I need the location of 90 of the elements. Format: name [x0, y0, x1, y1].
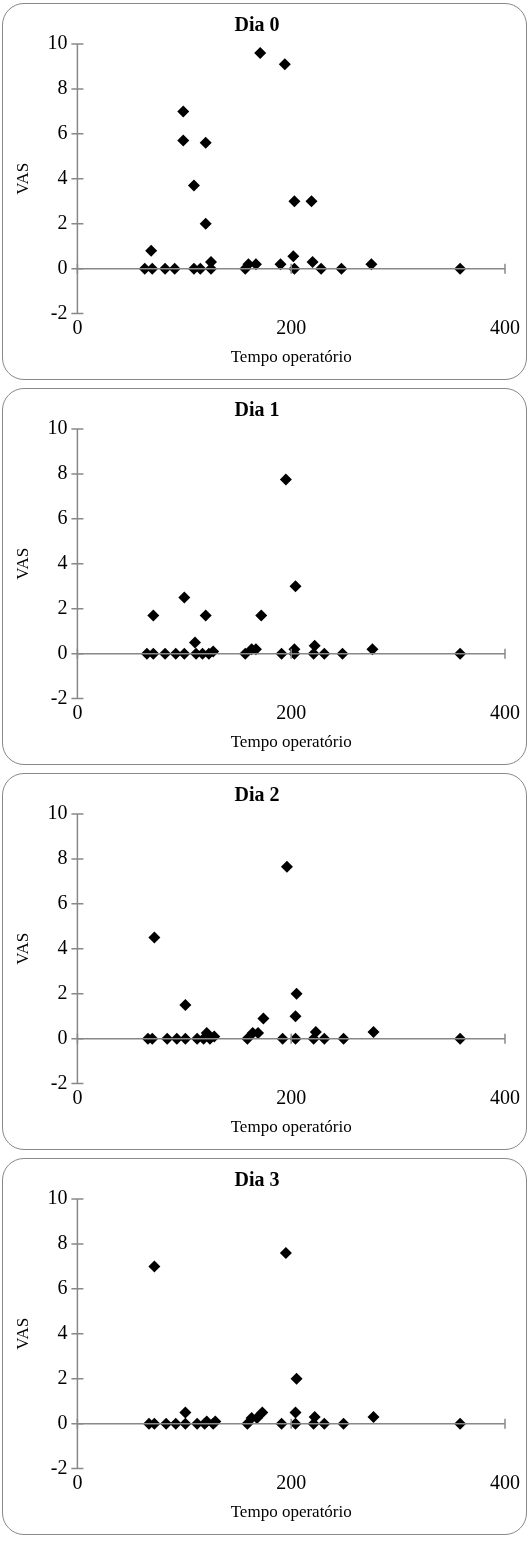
point	[305, 195, 318, 208]
y-tick-label: -2	[50, 1455, 68, 1478]
y-tick-label: 10	[47, 1186, 68, 1209]
x-axis-title: Tempo operatório	[230, 1502, 352, 1522]
x-tick-label: 200	[276, 700, 307, 723]
y-tick-label: 6	[57, 1276, 68, 1299]
y-tick-label: 8	[57, 461, 68, 484]
x-tick-label: 0	[72, 700, 83, 723]
y-tick-label: 4	[57, 166, 68, 189]
chart-title: Dia 1	[234, 398, 280, 421]
y-axis-title: VAS	[12, 547, 32, 580]
chart-title: Dia 3	[234, 1168, 280, 1191]
x-tick-label: 400	[490, 1470, 520, 1493]
y-tick-label: -2	[50, 300, 68, 323]
y-tick-label: 2	[57, 1365, 68, 1388]
y-tick-label: 6	[57, 506, 68, 529]
y-axis-title: VAS	[12, 1317, 32, 1350]
point	[367, 1025, 380, 1038]
point	[199, 217, 212, 230]
point	[306, 255, 319, 268]
x-tick-label: 400	[490, 700, 520, 723]
y-tick-label: 10	[47, 801, 68, 824]
x-tick-label: 0	[72, 1470, 83, 1493]
point	[177, 105, 190, 118]
point	[274, 258, 287, 271]
y-tick-label: 8	[57, 846, 68, 869]
point	[309, 1025, 322, 1038]
y-tick-label: 8	[57, 1231, 68, 1254]
point	[279, 1246, 292, 1259]
y-tick-label: 0	[57, 640, 68, 663]
point	[179, 1406, 192, 1419]
point	[280, 860, 293, 873]
y-tick-label: -2	[50, 685, 68, 708]
point	[288, 195, 301, 208]
point	[148, 1260, 161, 1273]
x-tick-label: 0	[72, 315, 83, 338]
y-tick-label: 4	[57, 1321, 68, 1344]
y-tick-label: 10	[47, 31, 68, 54]
point	[366, 643, 379, 656]
point	[289, 1406, 302, 1419]
point	[254, 46, 267, 59]
y-tick-label: 4	[57, 936, 68, 959]
y-tick-label: 0	[57, 255, 68, 278]
y-tick-label: 0	[57, 1025, 68, 1048]
chart-title: Dia 2	[234, 783, 280, 806]
x-axis-title: Tempo operatório	[230, 347, 352, 367]
point	[199, 136, 212, 149]
x-tick-label: 0	[72, 1085, 83, 1108]
x-tick-label: 200	[276, 1470, 307, 1493]
point	[279, 473, 292, 486]
y-tick-label: 6	[57, 121, 68, 144]
point	[255, 609, 268, 622]
point	[308, 639, 321, 652]
point	[365, 258, 378, 271]
y-tick-label: 0	[57, 1410, 68, 1433]
x-axis-title: Tempo operatório	[230, 732, 352, 752]
point	[367, 1410, 380, 1423]
y-axis-title: VAS	[12, 162, 32, 195]
y-tick-label: 2	[57, 210, 68, 233]
point	[257, 1012, 270, 1025]
point	[256, 1406, 269, 1419]
y-tick-label: 8	[57, 76, 68, 99]
point	[147, 609, 160, 622]
point	[199, 609, 212, 622]
chart-title: Dia 0	[234, 13, 280, 36]
x-tick-label: 400	[490, 1085, 520, 1108]
point	[187, 179, 200, 192]
point	[290, 987, 303, 1000]
point	[148, 931, 161, 944]
point	[289, 580, 302, 593]
y-tick-label: 2	[57, 980, 68, 1003]
point	[145, 244, 158, 257]
point	[287, 250, 300, 263]
x-tick-label: 200	[276, 1085, 307, 1108]
point	[179, 998, 192, 1011]
y-tick-label: 10	[47, 416, 68, 439]
y-tick-label: 2	[57, 595, 68, 618]
y-tick-label: 4	[57, 551, 68, 574]
point	[289, 1010, 302, 1023]
point	[177, 134, 190, 147]
y-tick-label: 6	[57, 891, 68, 914]
point	[178, 591, 191, 604]
y-tick-label: -2	[50, 1070, 68, 1093]
point	[290, 1372, 303, 1385]
x-tick-label: 200	[276, 315, 307, 338]
y-axis-title: VAS	[12, 932, 32, 965]
x-axis-title: Tempo operatório	[230, 1117, 352, 1137]
point	[278, 58, 291, 71]
x-tick-label: 400	[490, 315, 520, 338]
point	[188, 636, 201, 649]
